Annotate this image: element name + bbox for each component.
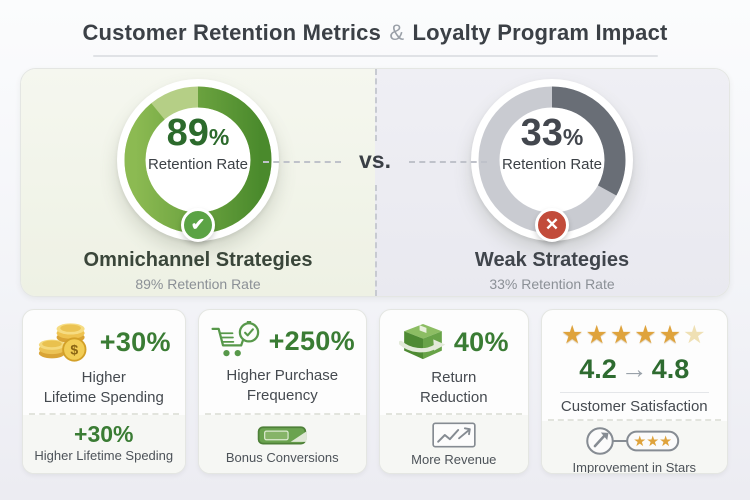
donut-center: 89% Retention Rate xyxy=(113,75,283,245)
panel-subtitle-omnichannel: 89% Retention Rate xyxy=(135,276,261,292)
return-box-icon xyxy=(398,321,447,363)
donut-center-label: Retention Rate xyxy=(501,155,603,173)
card-label: Higher Purchase Frequency xyxy=(226,367,339,404)
donut-center-label: Retention Rate xyxy=(147,155,249,173)
donut-center: 33% Retention Rate xyxy=(467,75,637,245)
cart-timer-icon xyxy=(210,321,262,361)
rating-arrow-icon: → xyxy=(620,354,648,384)
title-ampersand: & xyxy=(389,20,405,45)
panel-name-weak: Weak Strategies xyxy=(474,249,630,271)
rating-from: 4.2 xyxy=(579,354,617,384)
card-divider xyxy=(386,413,522,415)
x-icon: ✕ xyxy=(535,208,569,242)
star-icon: ★ xyxy=(634,321,659,349)
card-satisfaction: ★★★★★★ 4.2 → 4.8 Customer Satisfaction ★★★ xyxy=(540,309,728,474)
card-footer: Bonus Conversions xyxy=(198,415,367,473)
footer-label: Bonus Conversions xyxy=(225,449,339,465)
star-icon: ★ xyxy=(658,321,684,349)
star-icon: ★ xyxy=(585,321,610,349)
donut-percent: 33% xyxy=(520,111,584,154)
card-top: $ +30% Higher Lifetime Spending xyxy=(23,310,185,413)
title-part2: Loyalty Program Impact xyxy=(412,20,668,45)
stat-value: 40% xyxy=(453,326,509,357)
card-divider xyxy=(29,413,179,415)
card-top: +250% Higher Purchase Frequency xyxy=(199,310,367,413)
card-divider xyxy=(547,419,721,421)
omnichannel-donut-chart: 89% Retention Rate ✔ xyxy=(113,75,283,245)
panel-name-omnichannel: Omnichannel Strategies xyxy=(83,249,313,271)
footer-stat-value: +30% xyxy=(74,421,134,447)
panel-divider xyxy=(375,185,377,296)
dashed-connector-left xyxy=(263,161,341,163)
title-underline xyxy=(92,55,658,57)
star-icon: ★ xyxy=(561,321,586,349)
card-lifetime-spending: $ +30% Higher Lifetime Spending +30% Hig… xyxy=(22,309,186,474)
card-footer: +30% Higher Lifetime Speding xyxy=(23,415,185,473)
improvement-icon: ★★★ xyxy=(582,424,686,458)
rating-divider xyxy=(559,392,709,393)
header: Customer Retention Metrics & Loyalty Pro… xyxy=(0,0,750,57)
stat-value: +250% xyxy=(268,325,355,356)
panel-subtitle-weak: 33% Retention Rate xyxy=(489,276,615,292)
card-purchase-frequency: +250% Higher Purchase Frequency Bonus Co… xyxy=(197,309,368,474)
card-footer: ★★★ Improvement in Stars xyxy=(541,421,727,474)
page-title: Customer Retention Metrics & Loyalty Pro… xyxy=(0,20,750,46)
rating-change: 4.2 → 4.8 xyxy=(548,354,721,385)
svg-text:★★★: ★★★ xyxy=(634,434,673,450)
omnichannel-panel: 89% Retention Rate ✔ Omnichannel Strateg… xyxy=(21,69,375,296)
star-icon: ★ xyxy=(609,321,635,349)
card-label: Return Reduction xyxy=(420,369,488,406)
card-label: Higher Lifetime Spending xyxy=(43,369,164,406)
card-footer: More Revenue xyxy=(380,415,528,473)
check-icon: ✔ xyxy=(181,208,215,242)
banknote-icon xyxy=(253,422,311,448)
star-icon: ★ xyxy=(683,321,708,349)
svg-text:$: $ xyxy=(70,342,78,358)
weak-panel: 33% Retention Rate ✕ Weak Strategies 33%… xyxy=(375,69,729,296)
footer-label: Improvement in Stars xyxy=(572,459,697,474)
comparison-panel: 89% Retention Rate ✔ Omnichannel Strateg… xyxy=(20,68,730,297)
footer-label: More Revenue xyxy=(411,451,497,467)
card-divider xyxy=(204,413,361,415)
rating-to: 4.8 xyxy=(651,354,690,384)
footer-label: Higher Lifetime Speding xyxy=(34,448,174,463)
stars-rating: ★★★★★★ xyxy=(548,323,721,348)
coins-icon: $ xyxy=(37,321,93,363)
card-label: Customer Satisfaction xyxy=(560,398,708,415)
vs-label: vs. xyxy=(359,147,391,173)
card-top: ★★★★★★ 4.2 → 4.8 Customer Satisfaction xyxy=(542,310,727,419)
stat-value: +30% xyxy=(99,326,171,357)
revenue-chart-icon xyxy=(429,420,479,450)
panel-divider xyxy=(375,69,377,141)
weak-donut-chart: 33% Retention Rate ✕ xyxy=(467,75,637,245)
donut-percent: 89% xyxy=(166,111,230,154)
title-part1: Customer Retention Metrics xyxy=(82,20,382,45)
dashed-connector-right xyxy=(409,161,487,163)
stat-cards: $ +30% Higher Lifetime Spending +30% Hig… xyxy=(22,309,728,474)
card-top: 40% Return Reduction xyxy=(380,310,528,413)
card-return-reduction: 40% Return Reduction More Revenu xyxy=(379,309,529,474)
